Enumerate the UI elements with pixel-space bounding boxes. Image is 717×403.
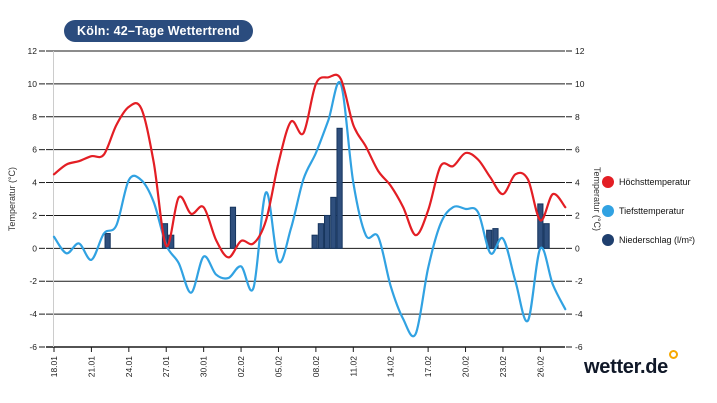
svg-text:05.02: 05.02 [273, 356, 283, 378]
svg-text:27.01: 27.01 [161, 356, 171, 378]
svg-text:18.01: 18.01 [49, 356, 59, 378]
legend-item-min-temp: Tiefsttemperatur [602, 205, 695, 217]
y-axis-right-title: Temperatur (°C) [592, 167, 602, 231]
svg-text:2: 2 [575, 210, 580, 220]
svg-text:08.02: 08.02 [311, 356, 321, 378]
svg-text:10: 10 [575, 79, 585, 89]
svg-text:17.02: 17.02 [423, 356, 433, 378]
svg-text:0: 0 [575, 243, 580, 253]
precipitation-dot-icon [602, 234, 614, 246]
svg-text:-2: -2 [575, 276, 583, 286]
precipitation-bar [311, 234, 318, 249]
svg-text:14.02: 14.02 [386, 356, 396, 378]
precipitation-bar [229, 206, 237, 249]
y-axis-left-title: Temperatur (°C) [7, 167, 17, 231]
svg-text:6: 6 [32, 145, 37, 155]
svg-text:20.02: 20.02 [461, 356, 471, 378]
wetter-logo: wetter.de [584, 350, 678, 379]
svg-text:12: 12 [575, 46, 585, 56]
precipitation-bar [317, 223, 324, 249]
gridlines [39, 50, 572, 348]
precipitation-bar [330, 196, 337, 249]
precipitation-bars [104, 127, 550, 249]
svg-text:8: 8 [32, 112, 37, 122]
max-temperature-line [52, 73, 567, 259]
legend-label: Niederschlag (l/m²) [619, 235, 696, 245]
wetter-logo-text: wetter.de [584, 356, 668, 378]
svg-text:24.01: 24.01 [124, 356, 134, 378]
svg-text:21.01: 21.01 [86, 356, 96, 378]
svg-text:-4: -4 [29, 309, 37, 319]
svg-text:12: 12 [28, 46, 38, 56]
legend-item-max-temp: Höchsttemperatur [602, 176, 695, 188]
svg-text:10: 10 [28, 79, 38, 89]
x-axis-tick-labels: 18.01 21.01 24.01 27.01 30.01 02.02 05.02 08.02… [49, 347, 545, 377]
legend: Höchsttemperatur Tiefsttemperatur Nieder… [602, 176, 695, 263]
precipitation-bar [324, 214, 331, 249]
svg-text:-4: -4 [575, 309, 583, 319]
y-axis-left-tick-labels: 12 10 8 6 4 2 0 -2 -4 -6 [28, 46, 38, 352]
legend-label: Tiefsttemperatur [619, 206, 685, 216]
svg-text:6: 6 [575, 145, 580, 155]
svg-text:8: 8 [575, 112, 580, 122]
precipitation-bar [537, 203, 544, 249]
svg-text:11.02: 11.02 [348, 356, 358, 377]
svg-text:23.02: 23.02 [498, 356, 508, 378]
svg-text:-2: -2 [29, 276, 37, 286]
svg-text:30.01: 30.01 [199, 356, 209, 378]
legend-label: Höchsttemperatur [619, 177, 691, 187]
chart-title: Köln: 42–Tage Wettertrend [77, 24, 240, 38]
precipitation-bar [543, 223, 550, 249]
svg-text:02.02: 02.02 [236, 356, 246, 378]
min-temperature-line [52, 80, 567, 338]
max-temp-dot-icon [602, 176, 614, 188]
svg-text:4: 4 [575, 178, 580, 188]
y-axis-right-tick-labels: 12 10 8 6 4 2 0 -2 -4 -6 [575, 46, 585, 352]
precipitation-bar [104, 233, 111, 249]
svg-text:26.02: 26.02 [535, 356, 545, 378]
legend-item-precipitation: Niederschlag (l/m²) [602, 234, 695, 246]
chart-title-badge: Köln: 42–Tage Wettertrend [64, 20, 253, 42]
wetter-logo-dot-icon [669, 350, 678, 359]
min-temp-dot-icon [602, 205, 614, 217]
svg-text:2: 2 [32, 210, 37, 220]
svg-text:0: 0 [32, 243, 37, 253]
svg-text:-6: -6 [29, 342, 37, 352]
svg-text:-6: -6 [575, 342, 583, 352]
precipitation-bar [336, 127, 343, 249]
svg-text:4: 4 [32, 178, 37, 188]
